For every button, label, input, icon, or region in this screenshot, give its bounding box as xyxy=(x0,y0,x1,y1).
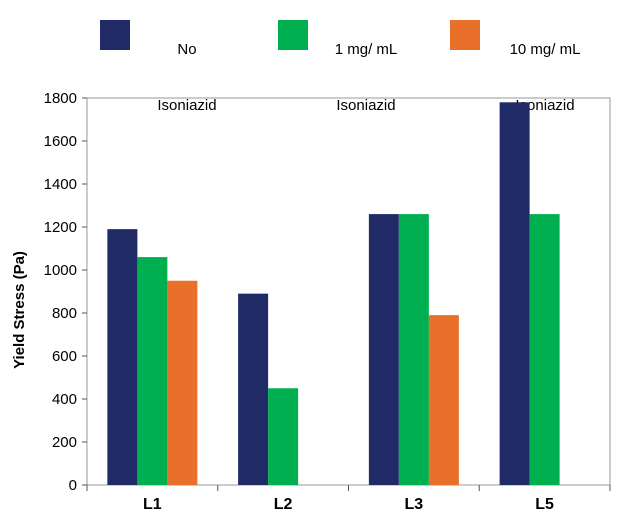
plot-area: 0 200 400 600 800 1000 1200 1400 1600 1800 L1 L2 L3 L… xyxy=(44,90,611,513)
bar xyxy=(529,214,560,485)
legend-label-1mg-isoniazid: 1 mg/ mL Isoniazid xyxy=(316,8,416,148)
x-tick-label: L3 xyxy=(405,496,424,513)
y-tick-label: 0 xyxy=(69,477,77,494)
legend-swatch-no-isoniazid xyxy=(100,20,130,50)
bar xyxy=(398,214,429,485)
legend-swatch-10mg-isoniazid xyxy=(450,20,480,50)
y-tick-label: 800 xyxy=(52,305,77,322)
bar xyxy=(137,257,168,485)
bar xyxy=(107,229,138,485)
y-tick-label: 400 xyxy=(52,391,77,408)
chart-legend: No Isoniazid 1 mg/ mL Isoniazid 10 mg/ m… xyxy=(0,8,619,114)
y-tick-label: 1000 xyxy=(44,262,77,279)
bar xyxy=(268,388,299,485)
legend-line-1: 10 mg/ mL xyxy=(509,41,581,58)
legend-line-1: 1 mg/ mL xyxy=(334,41,398,58)
x-tick-label: L5 xyxy=(535,496,554,513)
x-tick-label: L1 xyxy=(143,496,162,513)
y-axis-label: Yield Stress (Pa) xyxy=(11,251,28,369)
bar xyxy=(167,280,198,485)
legend-line-2: Isoniazid xyxy=(157,97,217,114)
bar xyxy=(428,315,459,485)
bar xyxy=(368,214,399,485)
y-tick-label: 200 xyxy=(52,434,77,451)
legend-line-1: No xyxy=(177,41,197,58)
legend-label-no-isoniazid: No Isoniazid xyxy=(142,8,232,148)
legend-swatch-1mg-isoniazid xyxy=(278,20,308,50)
y-tick-label: 600 xyxy=(52,348,77,365)
y-tick-label: 1400 xyxy=(44,176,77,193)
y-tick-label: 1800 xyxy=(44,90,77,107)
legend-line-2: Isoniazid xyxy=(515,97,575,114)
y-tick-label: 1600 xyxy=(44,133,77,150)
x-tick-label: L2 xyxy=(274,496,293,513)
legend-label-10mg-isoniazid: 10 mg/ mL Isoniazid xyxy=(490,8,600,148)
y-tick-label: 1200 xyxy=(44,219,77,236)
bar xyxy=(238,293,269,485)
bar xyxy=(499,102,530,486)
legend-line-2: Isoniazid xyxy=(336,97,396,114)
